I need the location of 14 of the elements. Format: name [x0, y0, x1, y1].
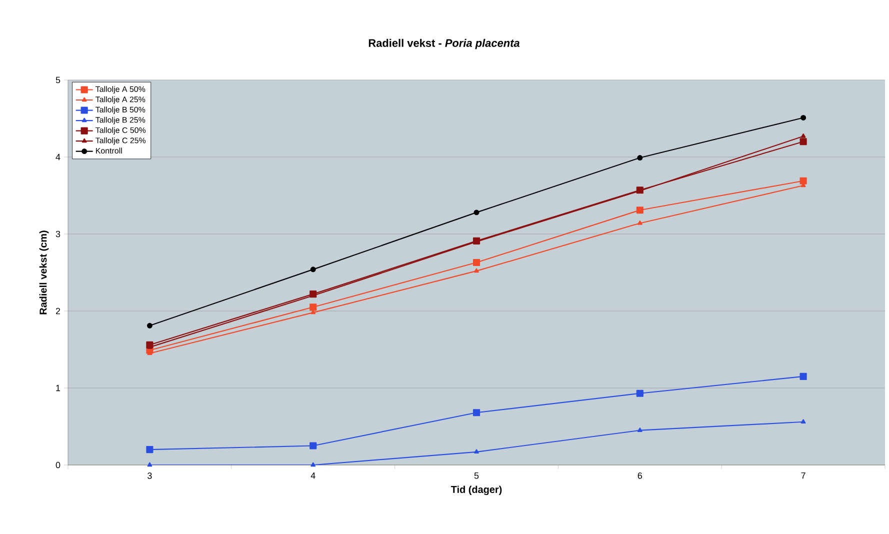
x-tick-label: 3 — [148, 472, 152, 479]
x-tick-label: 5 — [474, 472, 479, 479]
y-tick-label: 1 — [56, 384, 60, 392]
y-tick-label: 4 — [56, 154, 60, 160]
y-tick-label: 0 — [56, 462, 60, 468]
y-tick-label: 5 — [56, 76, 60, 84]
x-tick-label: 6 — [638, 472, 642, 479]
y-axis-title: Radiell vekst (cm) — [39, 230, 49, 314]
x-tick-label: 4 — [310, 472, 316, 479]
y-tick-label: 2 — [56, 308, 60, 314]
chart-title: Radiell vekst - Poria placenta — [368, 38, 520, 50]
x-tick-label: 7 — [801, 472, 806, 479]
y-tick-label: 3 — [56, 230, 60, 238]
x-axis-title: Tid (dager) — [450, 486, 502, 496]
